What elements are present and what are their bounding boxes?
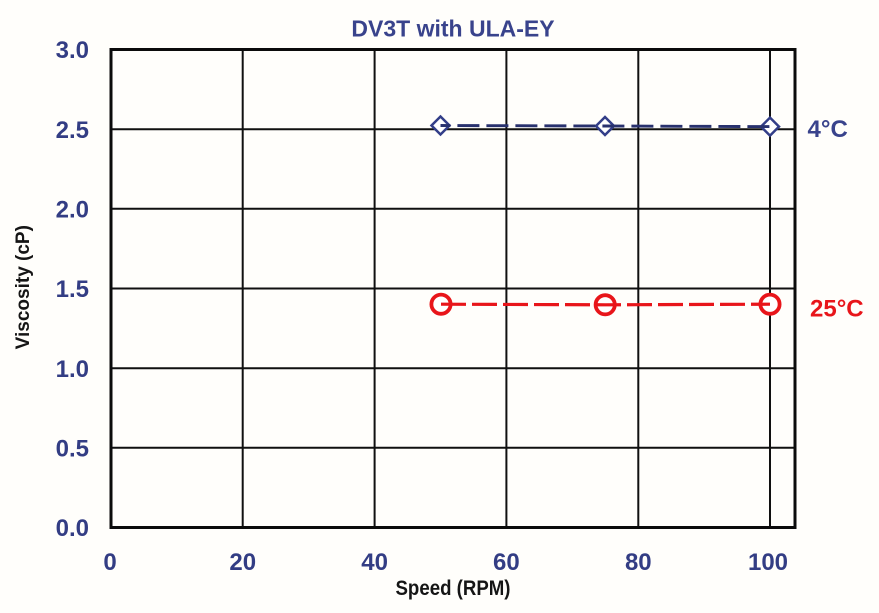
svg-text:3.0: 3.0 (56, 37, 89, 64)
svg-text:20: 20 (229, 549, 256, 576)
svg-text:0.0: 0.0 (56, 515, 89, 542)
svg-text:Speed (RPM): Speed (RPM) (396, 577, 511, 600)
svg-text:1.0: 1.0 (56, 356, 89, 383)
svg-text:0: 0 (103, 549, 116, 576)
svg-text:40: 40 (361, 549, 388, 576)
svg-text:25°C: 25°C (810, 296, 864, 323)
svg-text:0.5: 0.5 (56, 435, 89, 462)
svg-text:1.5: 1.5 (56, 276, 89, 303)
svg-text:2.5: 2.5 (56, 117, 89, 144)
svg-text:100: 100 (748, 549, 788, 576)
svg-text:80: 80 (625, 549, 652, 576)
svg-text:Viscosity (cP): Viscosity (cP) (13, 225, 34, 349)
svg-text:4°C: 4°C (808, 116, 848, 143)
svg-text:2.0: 2.0 (56, 196, 89, 223)
svg-text:DV3T with ULA-EY: DV3T with ULA-EY (351, 16, 554, 42)
svg-text:60: 60 (493, 549, 520, 576)
